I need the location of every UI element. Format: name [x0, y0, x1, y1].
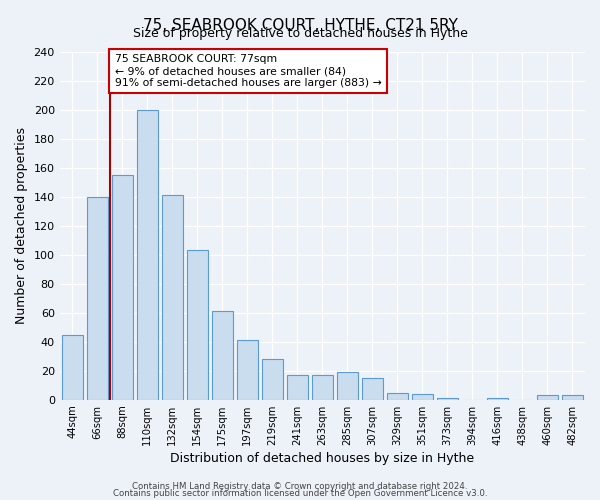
Bar: [86, 196, 108, 400]
Bar: [562, 396, 583, 400]
Bar: [412, 394, 433, 400]
Bar: [187, 250, 208, 400]
Text: Size of property relative to detached houses in Hythe: Size of property relative to detached ho…: [133, 28, 467, 40]
X-axis label: Distribution of detached houses by size in Hythe: Distribution of detached houses by size …: [170, 452, 475, 465]
Y-axis label: Number of detached properties: Number of detached properties: [15, 127, 28, 324]
Bar: [387, 392, 408, 400]
Bar: [212, 312, 233, 400]
Bar: [287, 375, 308, 400]
Text: 75, SEABROOK COURT, HYTHE, CT21 5RY: 75, SEABROOK COURT, HYTHE, CT21 5RY: [143, 18, 457, 32]
Text: Contains public sector information licensed under the Open Government Licence v3: Contains public sector information licen…: [113, 490, 487, 498]
Bar: [236, 340, 258, 400]
Bar: [112, 175, 133, 400]
Bar: [62, 334, 83, 400]
Bar: [437, 398, 458, 400]
Bar: [487, 398, 508, 400]
Bar: [537, 396, 558, 400]
Bar: [312, 375, 333, 400]
Text: 75 SEABROOK COURT: 77sqm
← 9% of detached houses are smaller (84)
91% of semi-de: 75 SEABROOK COURT: 77sqm ← 9% of detache…: [115, 54, 382, 88]
Text: Contains HM Land Registry data © Crown copyright and database right 2024.: Contains HM Land Registry data © Crown c…: [132, 482, 468, 491]
Bar: [362, 378, 383, 400]
Bar: [337, 372, 358, 400]
Bar: [137, 110, 158, 400]
Bar: [262, 359, 283, 400]
Bar: [161, 195, 183, 400]
